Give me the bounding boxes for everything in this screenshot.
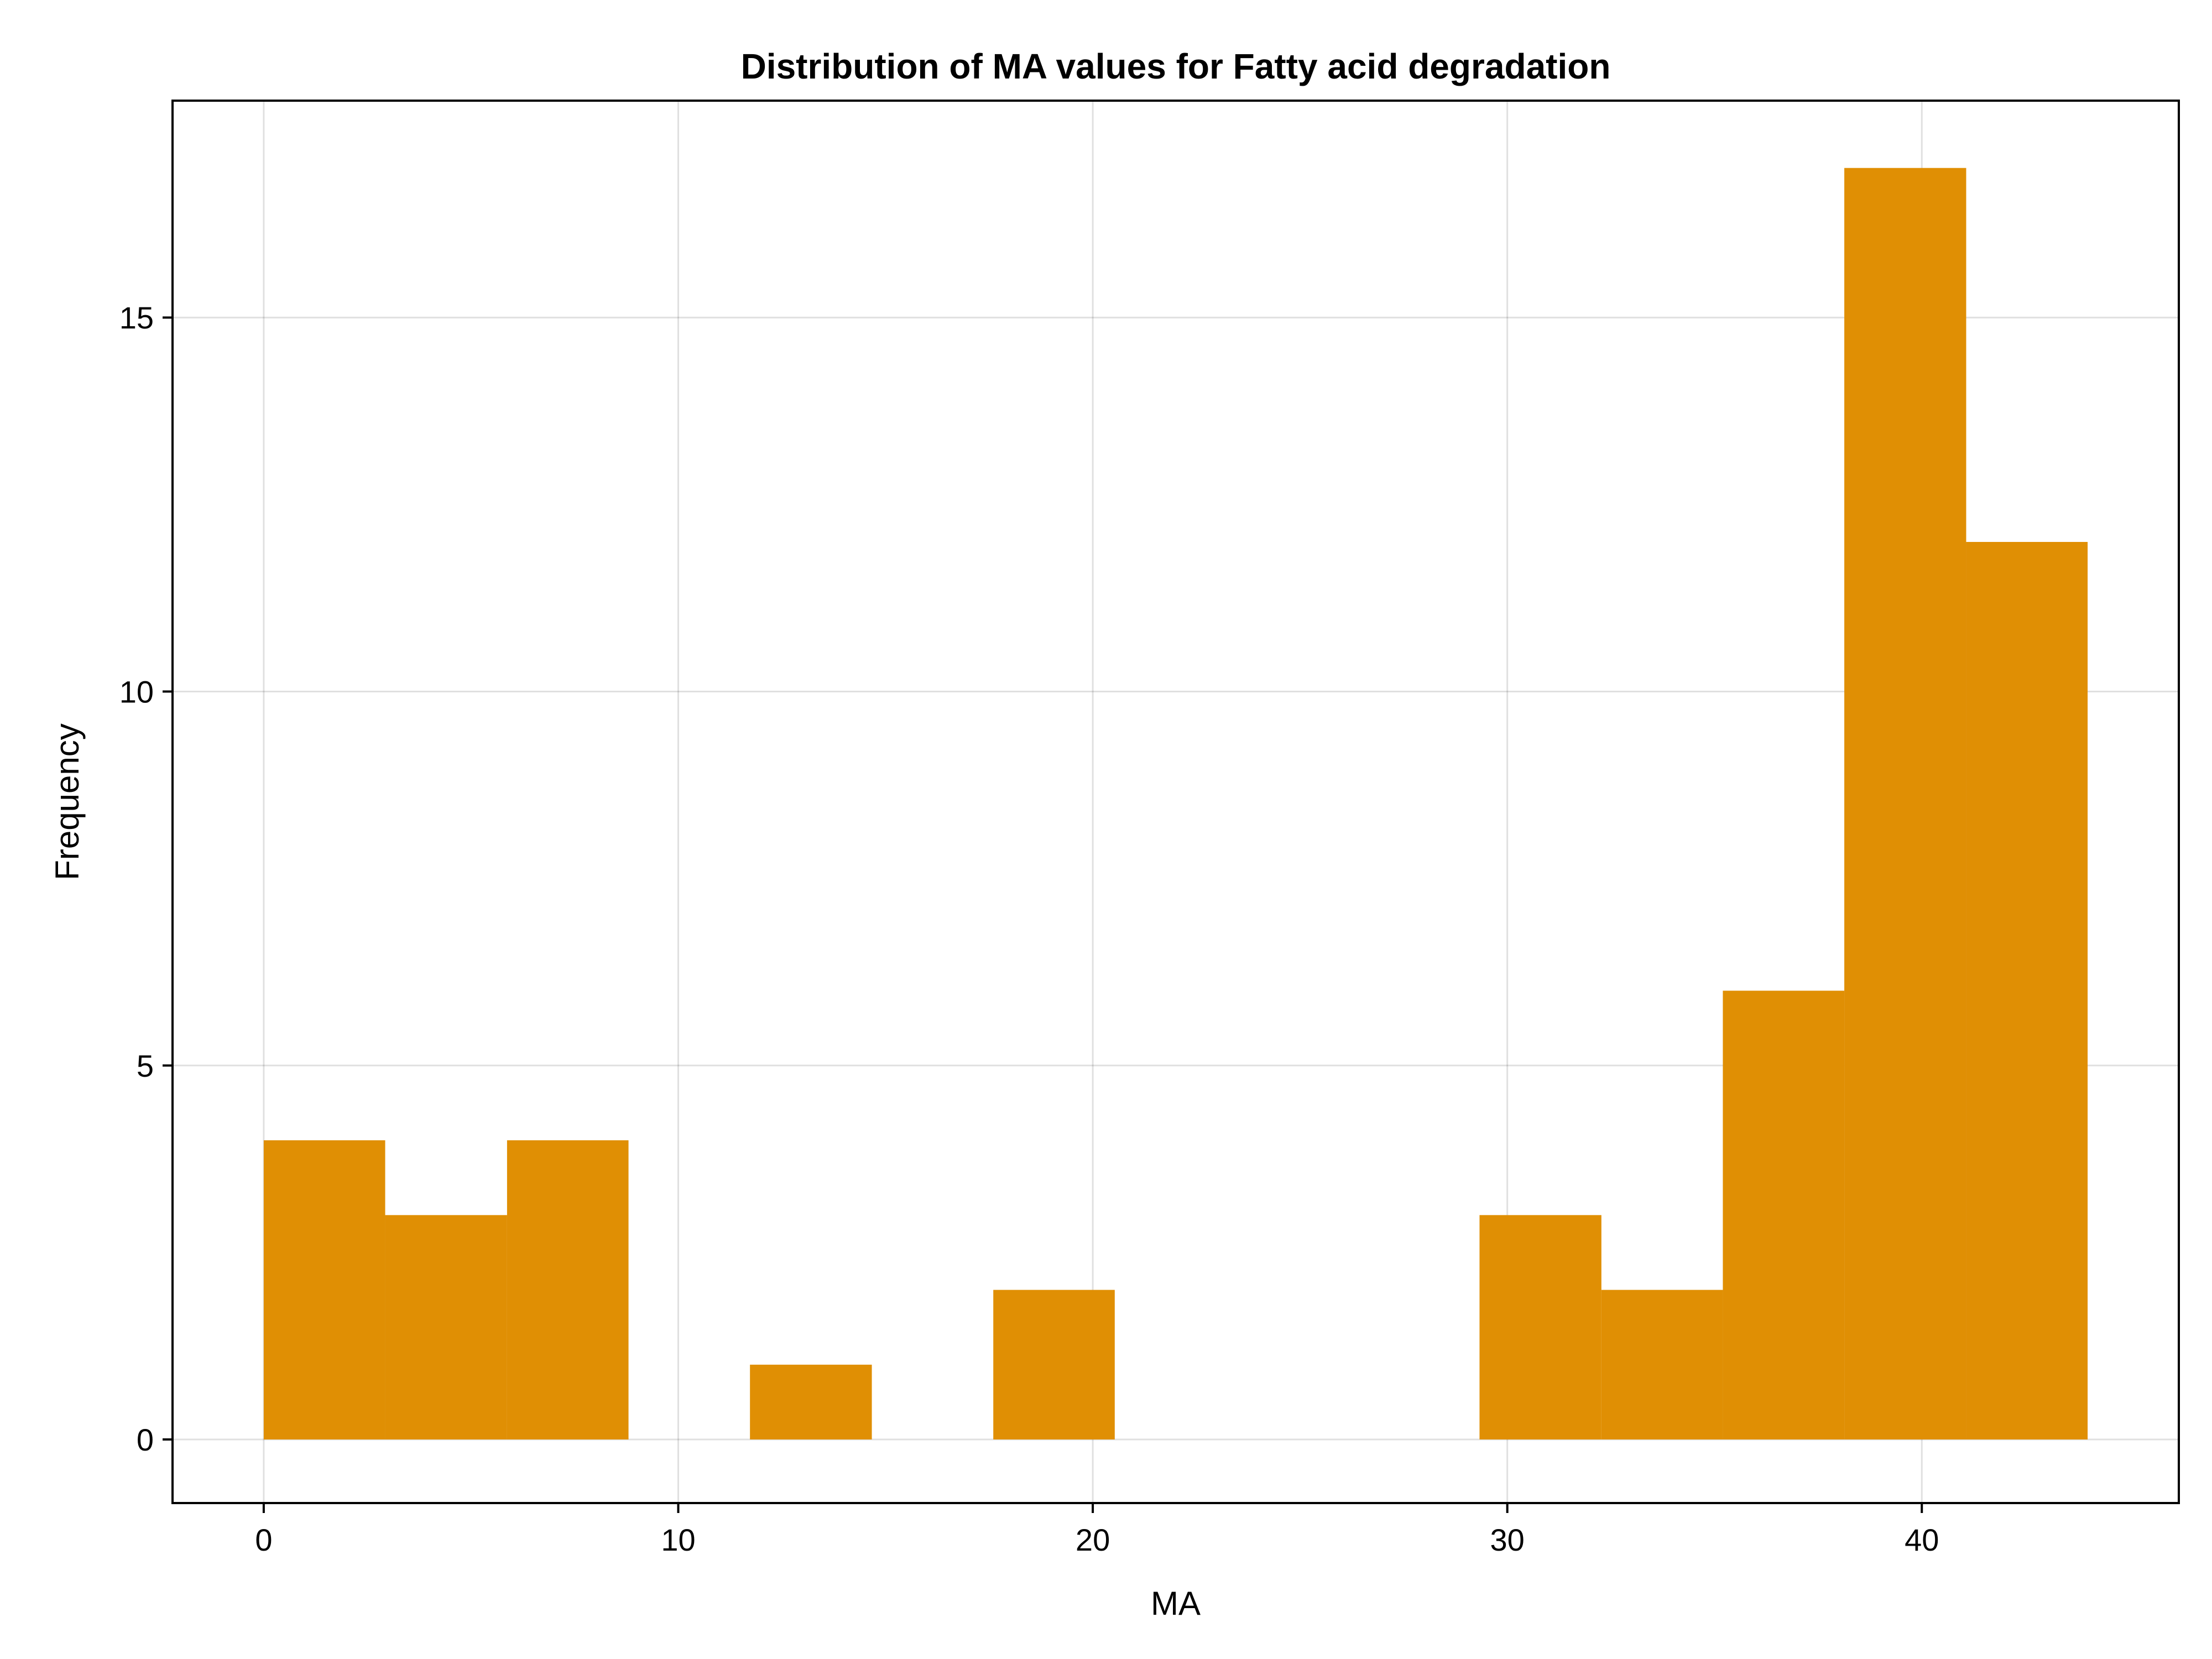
- histogram-bar-12: [1723, 990, 1845, 1440]
- ticks-layer: 0 10 20 30 40 0 5 10 15: [119, 300, 1939, 1557]
- y-tick-label: 15: [119, 300, 154, 335]
- y-tick-label: 5: [137, 1048, 154, 1083]
- histogram-bar-1: [385, 1215, 507, 1440]
- x-tick-label: 0: [255, 1522, 272, 1557]
- x-tick-label: 30: [1490, 1522, 1525, 1557]
- x-tick-label: 40: [1905, 1522, 1939, 1557]
- histogram-bar-2: [507, 1140, 629, 1440]
- chart-title: Distribution of MA values for Fatty acid…: [741, 46, 1611, 86]
- y-axis-label: Frequency: [49, 723, 86, 880]
- histogram-bar-4: [750, 1364, 872, 1440]
- plot-frame: [171, 100, 2180, 1504]
- bars-layer: [263, 168, 2088, 1440]
- x-tick-label: 10: [661, 1522, 695, 1557]
- histogram-bar-14: [1966, 541, 2088, 1440]
- y-tick-label: 0: [137, 1422, 154, 1457]
- histogram-bar-13: [1844, 168, 1966, 1440]
- x-tick-label: 20: [1076, 1522, 1110, 1557]
- histogram-bar-6: [993, 1290, 1115, 1440]
- histogram-bar-10: [1479, 1215, 1601, 1440]
- histogram-bar-11: [1601, 1290, 1723, 1440]
- x-axis-label: MA: [1151, 1585, 1201, 1622]
- y-tick-label: 10: [119, 675, 154, 709]
- histogram-bar-0: [263, 1140, 385, 1440]
